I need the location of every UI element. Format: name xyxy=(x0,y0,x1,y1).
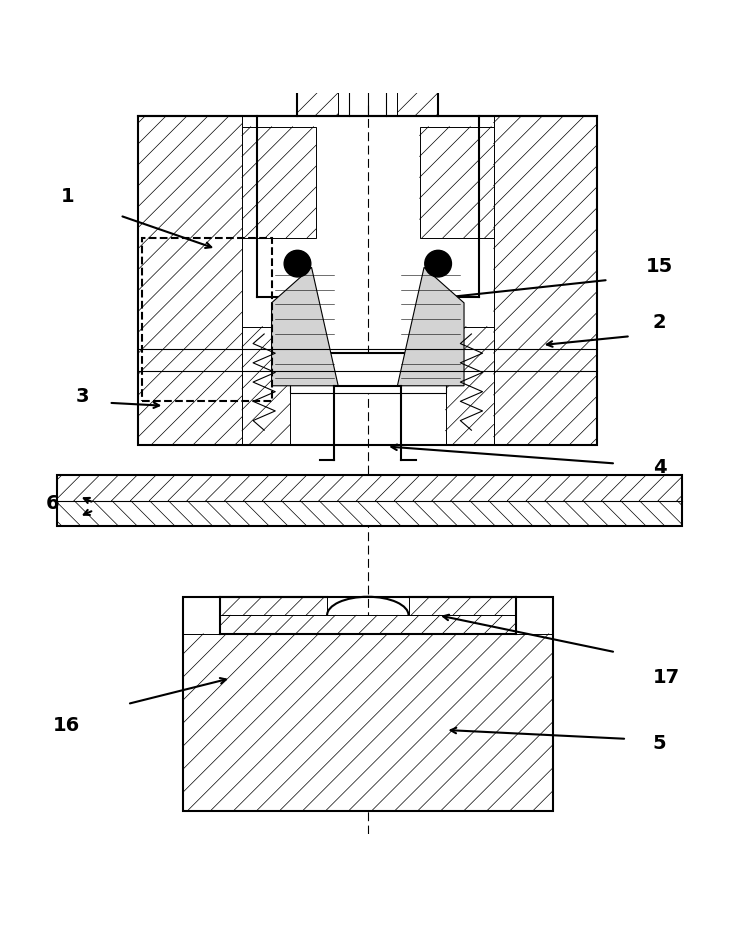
Bar xyxy=(398,28,438,117)
Polygon shape xyxy=(272,268,338,386)
Circle shape xyxy=(425,251,452,277)
Circle shape xyxy=(284,251,311,277)
Bar xyxy=(420,127,493,238)
Bar xyxy=(142,238,272,401)
Bar xyxy=(183,634,553,811)
Bar xyxy=(297,28,338,117)
Bar xyxy=(183,597,553,811)
Bar xyxy=(220,597,327,615)
Bar xyxy=(57,475,682,501)
Polygon shape xyxy=(398,268,464,386)
Text: 3: 3 xyxy=(75,386,89,406)
Bar xyxy=(138,117,242,445)
Text: 5: 5 xyxy=(653,734,666,753)
Bar xyxy=(57,501,682,527)
Bar xyxy=(297,28,438,117)
Bar xyxy=(416,0,457,46)
Bar xyxy=(279,0,319,46)
Bar xyxy=(409,597,516,615)
Bar xyxy=(242,328,290,445)
Text: 4: 4 xyxy=(653,458,666,477)
Text: 17: 17 xyxy=(653,667,680,686)
Bar xyxy=(242,127,316,238)
Bar xyxy=(290,354,446,394)
Text: 6: 6 xyxy=(46,494,59,512)
Text: 2: 2 xyxy=(653,312,666,331)
Bar xyxy=(493,117,597,445)
Text: 15: 15 xyxy=(646,257,672,276)
Bar xyxy=(220,615,516,634)
Text: 1: 1 xyxy=(61,187,74,205)
Text: 16: 16 xyxy=(53,715,80,734)
Bar xyxy=(138,117,597,445)
Bar xyxy=(446,328,493,445)
Bar xyxy=(57,475,682,527)
